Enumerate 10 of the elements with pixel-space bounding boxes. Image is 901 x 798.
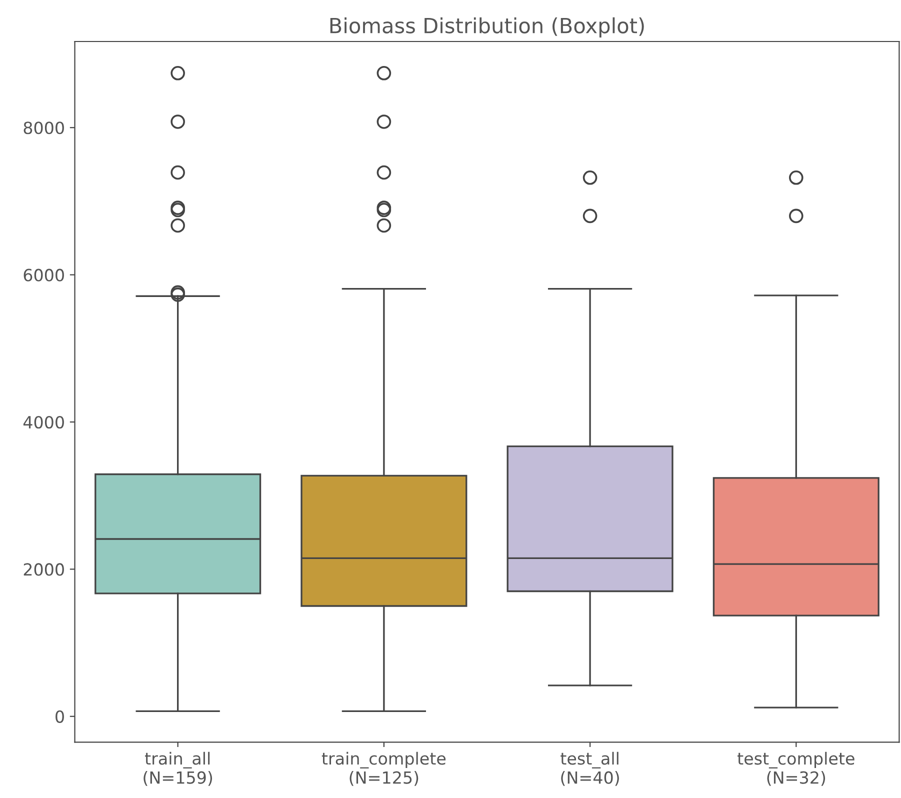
y-tick-label: 0 [56, 710, 64, 723]
x-tick-label: test_all (N=40) [560, 752, 619, 786]
x-tick-label: train_complete (N=125) [322, 752, 446, 786]
chart-title: Biomass Distribution (Boxplot) [330, 17, 644, 38]
y-tick-label: 6000 [24, 268, 64, 282]
y-tick-label: 4000 [23, 416, 64, 429]
x-tick-label: test_complete (N=32) [738, 752, 854, 786]
x-tick-label: train_all (N=159) [144, 752, 212, 786]
y-tick-label: 2000 [24, 563, 64, 576]
y-tick-label: 8000 [24, 122, 64, 134]
